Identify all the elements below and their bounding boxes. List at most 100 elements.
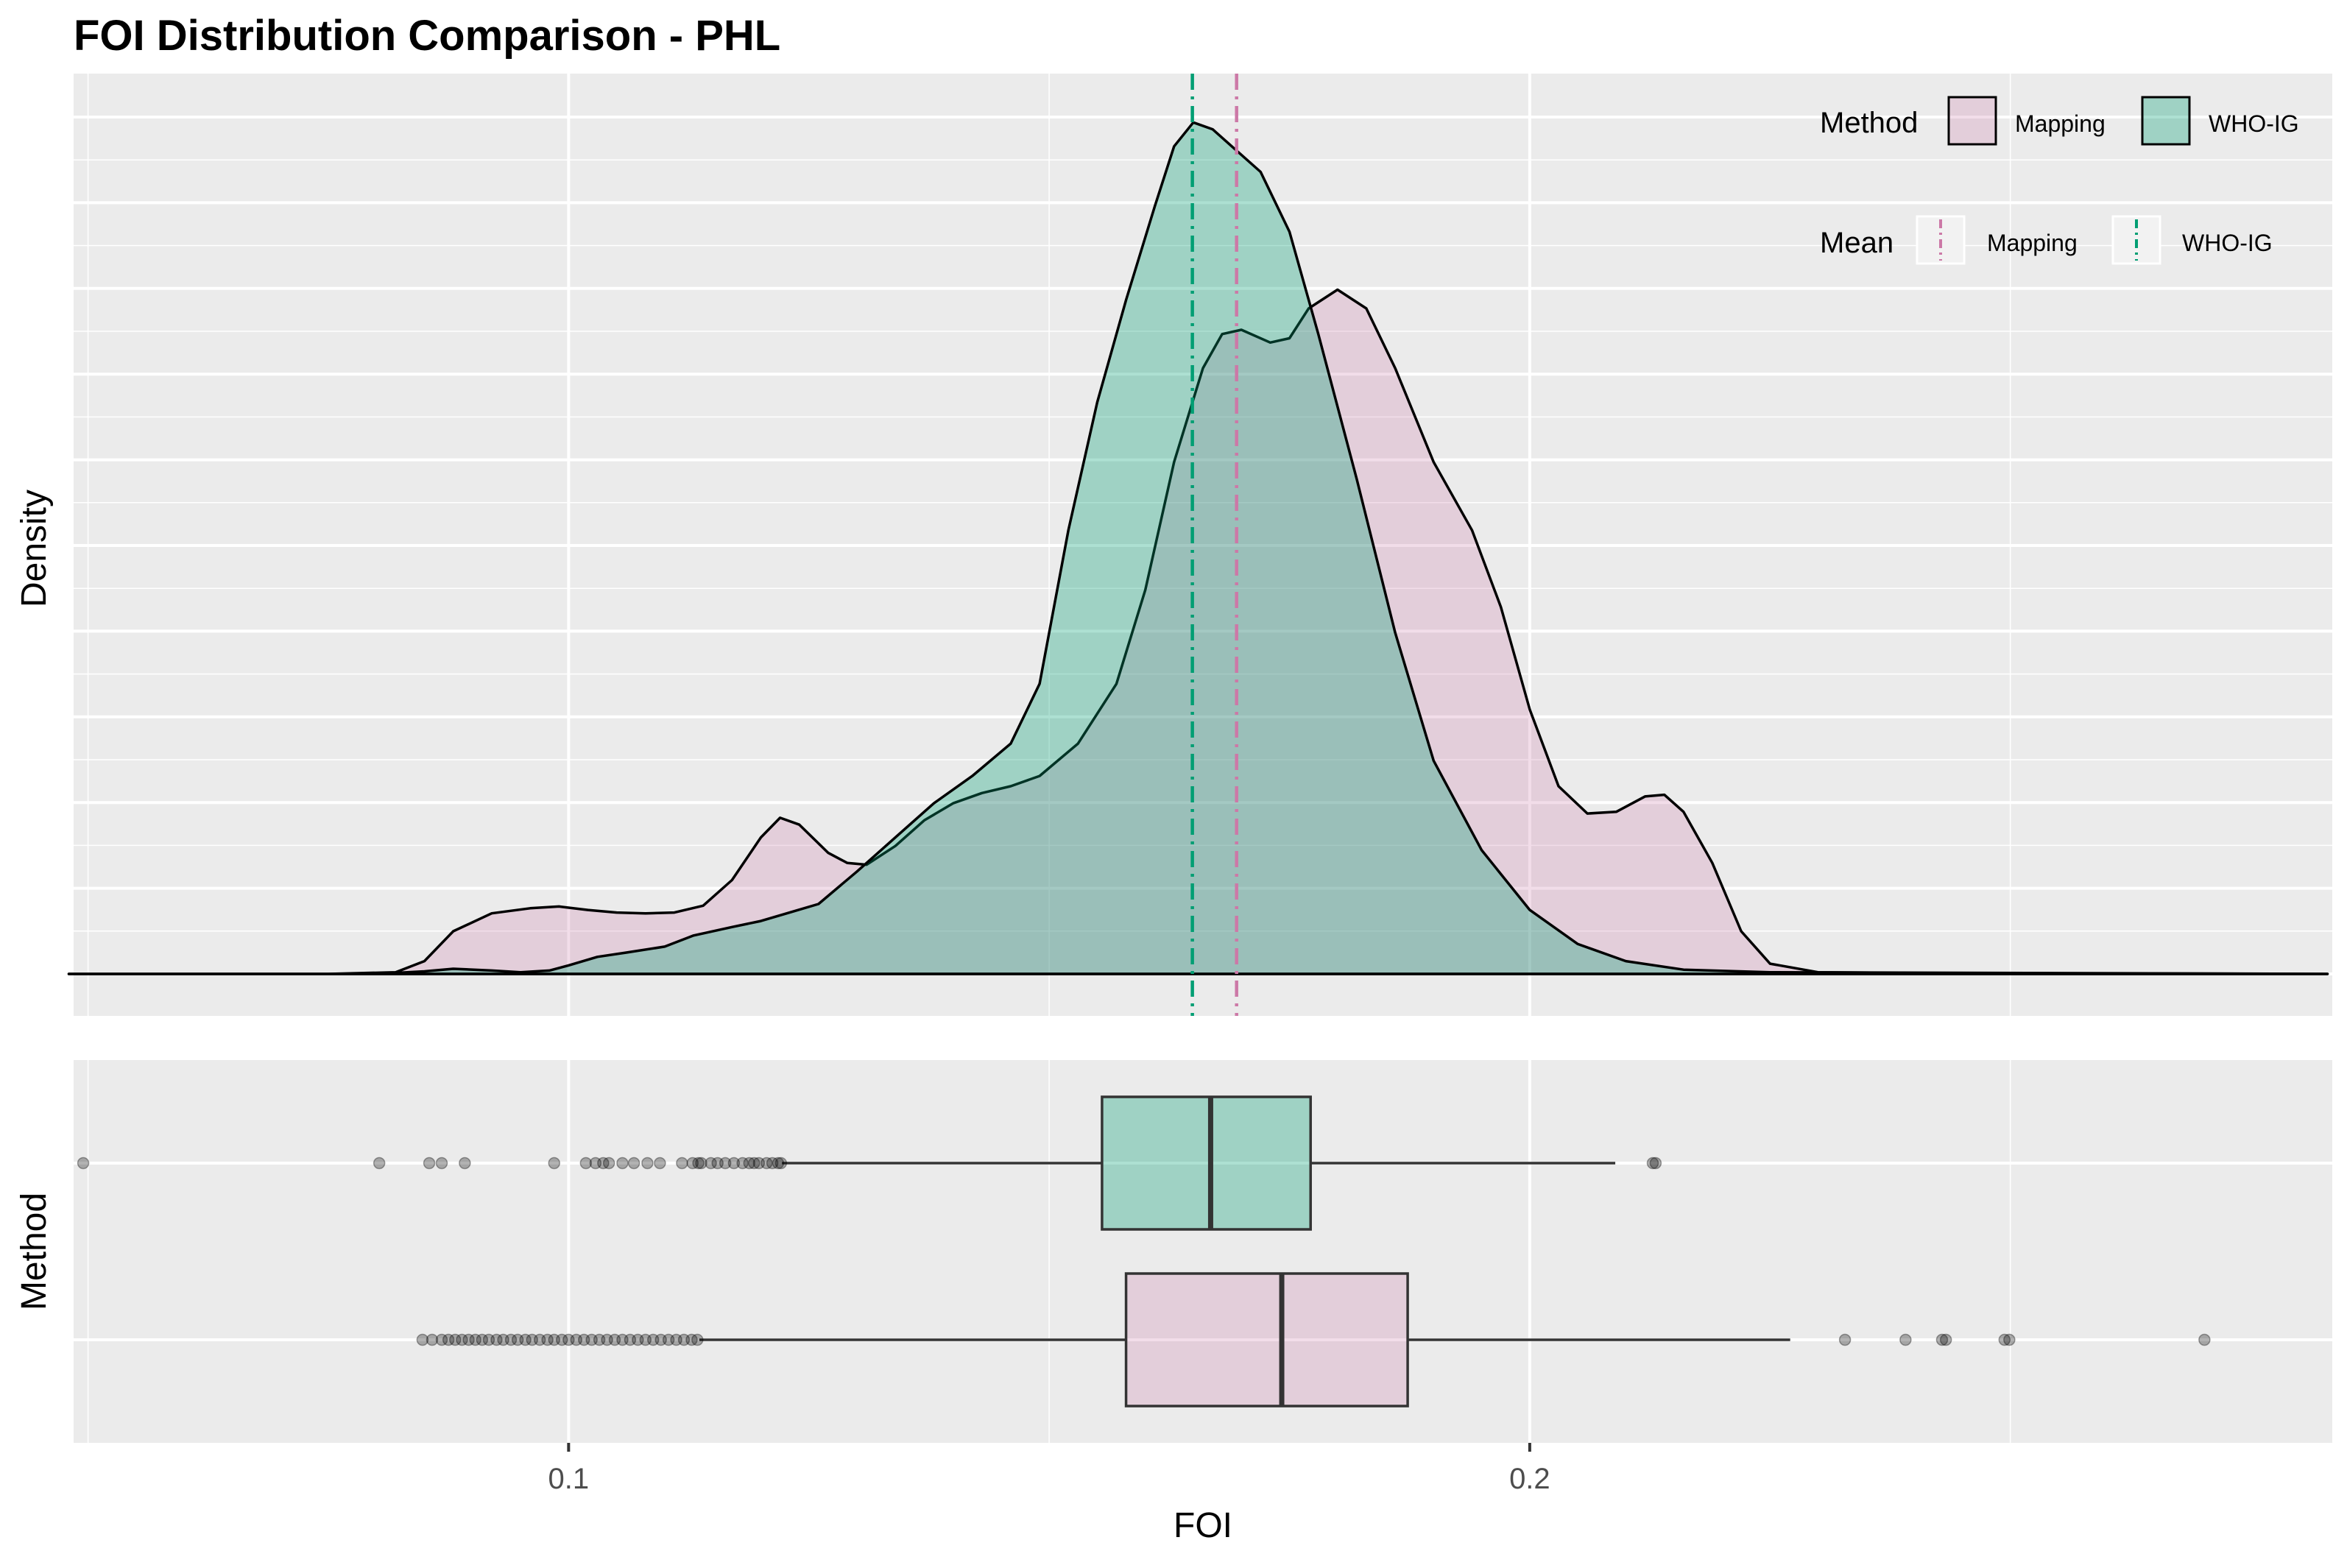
boxplot-outlier-point: [585, 1333, 598, 1346]
boxplot-outlier-point: [601, 1333, 613, 1346]
boxplot-outlier-point: [77, 1156, 90, 1170]
boxplot-outlier-point: [711, 1156, 724, 1170]
boxplot-outlier-point: [456, 1333, 468, 1346]
boxplot-outlier-point: [752, 1156, 766, 1170]
boxplot-outlier-point: [641, 1156, 654, 1170]
boxplot-outlier-point: [1899, 1333, 1912, 1346]
x-axis-label: FOI: [1174, 1506, 1232, 1545]
boxplot-outlier-point: [435, 1156, 448, 1170]
legend-mapping-fill-key: [1947, 96, 1997, 146]
boxplot-outlier-point: [497, 1333, 509, 1346]
boxplot-outlier-point: [1649, 1156, 1662, 1170]
boxplot-outlier-point: [766, 1156, 779, 1170]
boxplot-outlier-point: [646, 1333, 660, 1346]
boxplot-outlier-point: [670, 1333, 682, 1346]
boxplot-outlier-point: [426, 1333, 439, 1346]
boxplot-outlier-point: [490, 1333, 503, 1346]
legend-mapping-mean-label: Mapping: [1987, 230, 2078, 256]
boxplot-outlier-point: [373, 1156, 386, 1170]
boxplot-mapping: [416, 1272, 2211, 1408]
boxplot-outlier-point: [616, 1333, 629, 1346]
boxplot-outlier-point: [662, 1333, 675, 1346]
boxplot-outlier-point: [624, 1333, 637, 1346]
boxplot-outlier-point: [772, 1156, 785, 1170]
boxplots: [77, 1095, 2211, 1408]
boxplot-outlier-point: [562, 1333, 575, 1346]
boxplot-outlier-point: [597, 1156, 610, 1170]
density-axis-label: Density: [15, 490, 54, 607]
boxplot-outlier-point: [639, 1333, 652, 1346]
boxplot-outlier-point: [548, 1156, 561, 1170]
mean-lines: [1190, 74, 1238, 1016]
legend: Method Mapping WHO-IG Mean Mapping WHO-I…: [1820, 96, 2299, 265]
boxplot-outlier-point: [526, 1333, 538, 1346]
boxplot-box: [1124, 1272, 1409, 1408]
boxplot-outlier-point: [1646, 1156, 1659, 1170]
boxplot-outlier-point: [555, 1333, 568, 1346]
boxplot-outlier-point: [423, 1156, 436, 1170]
boxplot-panel-grid: [74, 1060, 2332, 1443]
boxplot-outlier-point: [533, 1333, 546, 1346]
boxplot-outlier-point: [1838, 1333, 1852, 1346]
boxplot-outlier-point: [627, 1156, 640, 1170]
boxplot-outlier-point: [736, 1156, 749, 1170]
boxplot-outlier-point: [727, 1156, 741, 1170]
boxplot-outlier-point: [1935, 1333, 1949, 1346]
boxplot-outlier-point: [692, 1156, 705, 1170]
boxplot-outlier-point: [602, 1156, 615, 1170]
boxplot-outlier-point: [654, 1333, 667, 1346]
boxplot-outlier-point: [677, 1333, 691, 1346]
boxplot-outlier-point: [541, 1333, 554, 1346]
x-axis: 0.1 0.2: [548, 1443, 1550, 1495]
boxplot-outlier-point: [2003, 1333, 2016, 1346]
boxplot-outlier-point: [654, 1156, 666, 1170]
legend-who-ig-fill-key: [2141, 96, 2191, 146]
boxplot-outlier-point: [449, 1333, 462, 1346]
boxplot-outlier-point: [593, 1333, 606, 1346]
boxplot-who-ig: [77, 1095, 1662, 1231]
boxplot-box: [1101, 1095, 1312, 1231]
boxplot-outlier-point: [577, 1333, 590, 1346]
boxplot-outlier-point: [435, 1333, 448, 1346]
boxplot-outlier-point: [442, 1333, 455, 1346]
boxplot-outlier-point: [416, 1333, 429, 1346]
boxplot-outlier-point: [519, 1333, 532, 1346]
boxplot-outlier-point: [608, 1333, 621, 1346]
boxplot-panel-background: [74, 1060, 2332, 1443]
boxplot-outlier-point: [686, 1156, 699, 1170]
boxplot-outlier-point: [548, 1333, 561, 1346]
density-areas: [67, 121, 2329, 975]
boxplot-outlier-point: [774, 1156, 788, 1170]
x-axis-tick-label: 0.1: [548, 1463, 590, 1495]
boxplot-outlier-point: [676, 1156, 688, 1170]
boxplot-outlier-point: [760, 1156, 773, 1170]
x-axis-tick-label: 0.2: [1509, 1463, 1550, 1495]
boxplot-outlier-point: [695, 1156, 707, 1170]
boxplot-outlier-point: [579, 1156, 593, 1170]
legend-method-title: Method: [1820, 107, 1918, 139]
boxplot-outlier-point: [459, 1156, 471, 1170]
density-area-who-ig: [67, 121, 2329, 975]
boxplot-outlier-point: [462, 1333, 475, 1346]
boxplot-outlier-point: [511, 1333, 524, 1346]
boxplot-outlier-point: [1998, 1333, 2011, 1346]
legend-who-ig-fill-label: WHO-IG: [2209, 110, 2299, 137]
boxplot-outlier-point: [685, 1333, 698, 1346]
legend-mean-title: Mean: [1820, 227, 1894, 259]
boxplot-outlier-point: [2198, 1333, 2211, 1346]
boxplot-outlier-point: [748, 1156, 760, 1170]
boxplot-outlier-point: [705, 1156, 717, 1170]
boxplot-outlier-point: [743, 1156, 756, 1170]
boxplot-outlier-point: [589, 1156, 602, 1170]
boxplot-outlier-point: [469, 1333, 481, 1346]
boxplot-outlier-point: [482, 1333, 495, 1346]
legend-mapping-fill-label: Mapping: [2015, 110, 2106, 137]
boxplot-outlier-point: [504, 1333, 518, 1346]
boxplot-outlier-point: [476, 1333, 489, 1346]
boxplot-outlier-point: [691, 1333, 704, 1346]
boxplot-outlier-point: [570, 1333, 583, 1346]
boxplot-axis-label: Method: [15, 1193, 54, 1310]
legend-who-ig-mean-label: WHO-IG: [2182, 230, 2273, 256]
